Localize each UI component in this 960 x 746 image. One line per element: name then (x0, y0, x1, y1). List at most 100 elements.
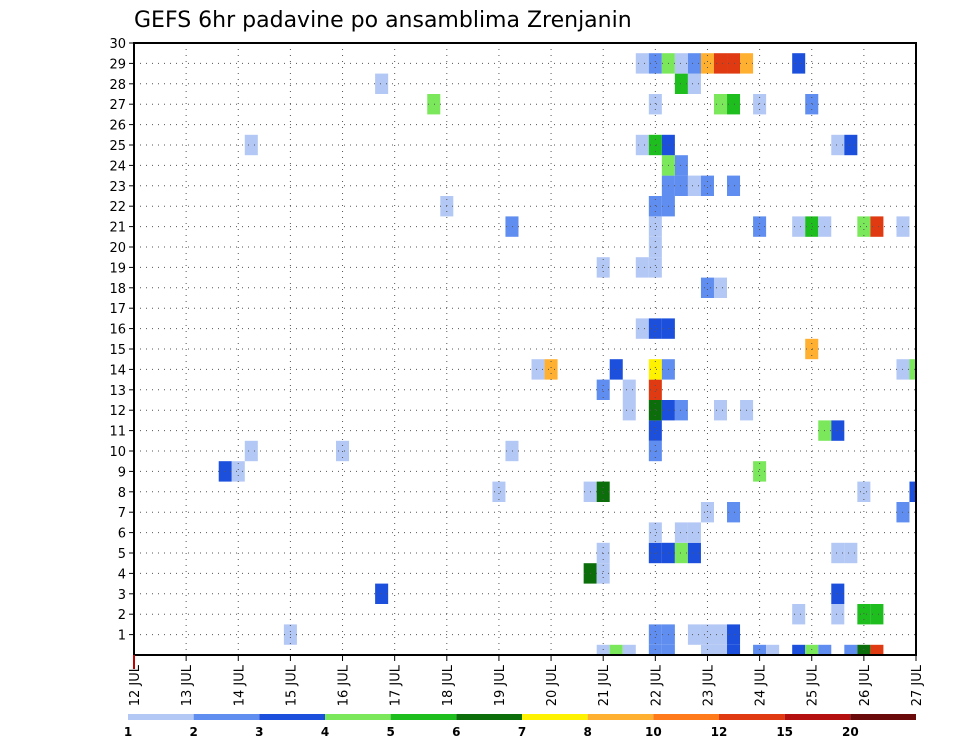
x-tick-label: 18 JUL (441, 664, 456, 706)
heatmap-cell (700, 53, 714, 74)
heatmap-cell (648, 359, 662, 380)
heatmap-cell (857, 481, 871, 502)
y-tick-label: 5 (118, 547, 126, 562)
heatmap-cell (622, 644, 636, 655)
heatmap-cell (713, 644, 728, 655)
heatmap-cell (648, 216, 662, 237)
colorbar-swatch (128, 714, 194, 720)
heatmap-cell (648, 624, 662, 645)
heatmap-cell (375, 73, 389, 94)
heatmap-cell (596, 481, 610, 502)
heatmap-cell (674, 400, 688, 421)
heatmap-cell (687, 542, 701, 564)
y-tick-label: 4 (118, 567, 126, 582)
colorbar-swatch (587, 714, 654, 720)
colorbar-swatch (456, 714, 522, 720)
heatmap-cell (766, 644, 780, 655)
y-tick-label: 16 (109, 323, 126, 338)
heatmap-cell (753, 94, 767, 115)
heatmap-cell (909, 359, 916, 380)
heatmap-cell (544, 359, 558, 380)
y-tick-label: 11 (109, 425, 126, 440)
colorbar-label: 1 (124, 725, 132, 739)
y-tick-label: 26 (109, 119, 126, 134)
colorbar-label: 5 (386, 725, 394, 739)
colorbar-swatch (390, 714, 457, 720)
heatmap-cell (648, 420, 662, 441)
heatmap-cell (609, 644, 623, 655)
y-axis: 1234567891011121314151617181920212223242… (109, 37, 134, 644)
heatmap-cell (713, 624, 728, 645)
heatmap-cell (244, 134, 258, 156)
heatmap-cell (648, 522, 662, 543)
y-tick-label: 14 (109, 363, 126, 378)
heatmap-cell (713, 277, 728, 298)
y-tick-label: 7 (118, 506, 126, 521)
colorbar-label: 3 (255, 725, 263, 739)
colorbar: 1 2 3 4 5 6 7 8 10 12 15 20 (124, 714, 916, 739)
colorbar-label: 2 (189, 725, 197, 739)
heatmap-cell (700, 624, 714, 645)
heatmap-cell (792, 216, 806, 237)
y-tick-label: 23 (109, 180, 126, 195)
colorbar-label: 4 (321, 725, 329, 739)
x-tick-label: 26 JUL (858, 664, 873, 706)
heatmap-cell (857, 604, 871, 625)
heatmap-cell (635, 318, 649, 339)
x-tick-label: 14 JUL (232, 664, 247, 706)
x-tick-label: 23 JUL (701, 664, 716, 706)
heatmap-cell (505, 440, 519, 462)
heatmap-cell (831, 134, 845, 156)
heatmap-cell (687, 624, 701, 645)
heatmap-cell (700, 175, 714, 196)
y-tick-label: 27 (109, 98, 126, 113)
heatmap-cell (661, 644, 675, 655)
y-tick-label: 29 (109, 57, 126, 72)
heatmap-cell (687, 53, 701, 74)
heatmap-cell (792, 53, 806, 74)
heatmap-cells (218, 53, 916, 655)
x-tick-label: 25 JUL (806, 664, 821, 706)
heatmap-cell (753, 216, 767, 237)
heatmap-cell (218, 461, 232, 482)
colorbar-swatch (653, 714, 719, 720)
colorbar-swatch (193, 714, 260, 720)
heatmap-cell (870, 644, 884, 655)
x-tick-label: 21 JUL (597, 664, 612, 706)
heatmap-cell (674, 73, 688, 94)
y-tick-label: 15 (109, 343, 126, 358)
grid-lines (134, 43, 916, 655)
y-tick-label: 28 (109, 78, 126, 93)
colorbar-label: 20 (842, 725, 859, 739)
heatmap-cell (596, 379, 610, 400)
heatmap-cell (231, 461, 245, 482)
heatmap-cell (870, 604, 884, 625)
y-tick-label: 21 (109, 221, 126, 236)
heatmap-cell (648, 379, 662, 400)
y-tick-label: 18 (109, 282, 126, 297)
colorbar-swatch (784, 714, 851, 720)
heatmap-cell (609, 359, 623, 380)
heatmap-cell (727, 624, 741, 645)
colorbar-label: 10 (645, 725, 662, 739)
heatmap-cell (713, 94, 728, 115)
y-tick-label: 25 (109, 139, 126, 154)
heatmap-cell (727, 94, 741, 115)
heatmap-cell (844, 542, 858, 564)
y-tick-label: 3 (118, 588, 126, 603)
heatmap-cell (648, 196, 662, 217)
colorbar-swatch (325, 714, 391, 720)
x-tick-label: 27 JUL (910, 664, 925, 706)
y-tick-label: 6 (118, 527, 126, 542)
heatmap-cell (596, 257, 610, 278)
heatmap-cell (857, 216, 871, 237)
y-tick-label: 30 (109, 37, 126, 52)
heatmap-cell (831, 604, 845, 625)
heatmap-cell (727, 53, 741, 74)
heatmap-cell (674, 53, 688, 74)
heatmap-cell (622, 379, 636, 400)
colorbar-label: 15 (776, 725, 793, 739)
colorbar-label: 7 (518, 725, 526, 739)
heatmap-cell (831, 583, 845, 604)
